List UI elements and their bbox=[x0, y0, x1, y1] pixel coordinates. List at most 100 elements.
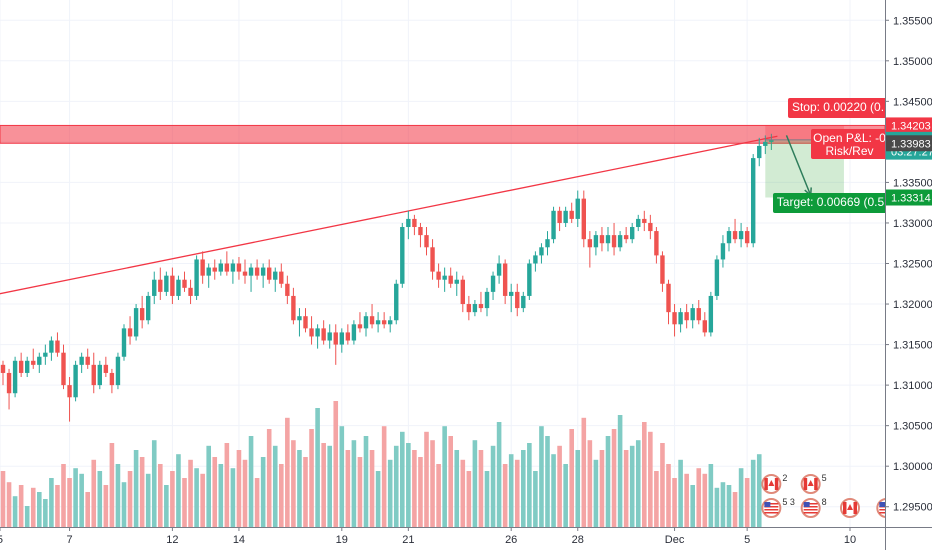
candle-body bbox=[49, 340, 54, 353]
target-label: Target: 0.00669 (0.5 bbox=[773, 193, 888, 213]
volume-bar bbox=[327, 445, 332, 527]
volume-bar bbox=[43, 499, 48, 527]
volume-bar bbox=[527, 443, 532, 527]
volume-bar bbox=[85, 492, 90, 527]
volume-bar bbox=[442, 426, 447, 527]
candle-body bbox=[430, 247, 435, 272]
candle-body bbox=[260, 267, 266, 276]
volume-bar bbox=[30, 487, 36, 527]
us-flag-canton bbox=[879, 502, 886, 507]
candle-body bbox=[744, 231, 750, 244]
candle-body bbox=[182, 279, 187, 288]
candle-body bbox=[442, 275, 447, 280]
volume-bar bbox=[490, 445, 496, 527]
candle-body bbox=[85, 356, 90, 365]
volume-bar bbox=[611, 429, 617, 527]
us-flag-stripe bbox=[764, 503, 779, 505]
candle-body bbox=[732, 231, 738, 240]
candle-body bbox=[726, 231, 732, 244]
candle-body bbox=[345, 332, 351, 341]
canada-flag-stripe bbox=[814, 478, 818, 490]
candle-body bbox=[291, 295, 296, 321]
volume-bar bbox=[436, 464, 441, 527]
candle-body bbox=[551, 210, 556, 240]
candle-body bbox=[521, 295, 526, 309]
candle-body bbox=[43, 352, 48, 357]
candle-body bbox=[666, 283, 671, 313]
economic-event-count: 8 bbox=[822, 497, 827, 507]
volume-bar bbox=[678, 459, 683, 527]
volume-bar bbox=[236, 450, 242, 527]
zone-layer bbox=[0, 124, 886, 144]
volume-bar bbox=[418, 457, 423, 527]
volume-bar bbox=[702, 473, 708, 527]
volume-bar bbox=[97, 471, 103, 527]
time-tick-label: 28 bbox=[572, 534, 584, 546]
candle-body bbox=[212, 267, 217, 272]
volume-bar bbox=[400, 431, 405, 527]
volume-bar bbox=[381, 426, 387, 527]
candle-body bbox=[218, 263, 223, 272]
canada-flag-stripe bbox=[764, 478, 768, 490]
candle-body bbox=[436, 271, 441, 280]
volume-bar bbox=[254, 478, 260, 527]
candle-body bbox=[545, 239, 550, 248]
volume-bar bbox=[345, 450, 351, 527]
candle-body bbox=[605, 235, 611, 244]
canada-flag-stripe bbox=[843, 502, 847, 514]
candle-body bbox=[79, 356, 84, 365]
volume-bar bbox=[285, 417, 290, 527]
us-flag-stripe bbox=[764, 512, 779, 514]
volume-bar bbox=[508, 454, 514, 527]
volume-bar bbox=[593, 459, 599, 527]
canada-flag-stripe bbox=[853, 502, 857, 514]
volume-bar bbox=[127, 471, 133, 527]
time-tick-label: 26 bbox=[505, 534, 517, 546]
candle-body bbox=[146, 295, 151, 321]
volume-bar bbox=[660, 443, 665, 527]
volume-bar bbox=[121, 482, 127, 527]
volume-bar bbox=[224, 443, 230, 527]
volume-bar bbox=[605, 436, 611, 527]
time-tick-label: 5 bbox=[0, 534, 3, 546]
candle-body bbox=[170, 275, 175, 296]
stop-label-bg bbox=[788, 98, 888, 118]
volume-bar bbox=[412, 450, 417, 527]
volume-bar bbox=[279, 464, 284, 527]
pnl-label-bg bbox=[811, 129, 888, 159]
candle-body bbox=[472, 304, 478, 313]
candle-body bbox=[363, 316, 369, 329]
volume-bar bbox=[291, 440, 296, 527]
position-layer: Stop: 0.00220 (0. Target: 0.00669 (0.5 Ope… bbox=[765, 98, 888, 213]
volume-bar bbox=[145, 473, 151, 527]
volume-bar bbox=[496, 422, 502, 527]
candle-body bbox=[611, 235, 617, 248]
candle-body bbox=[0, 364, 6, 373]
candle-body bbox=[248, 267, 254, 276]
candle-body bbox=[315, 328, 320, 337]
volume-bar bbox=[218, 464, 224, 527]
time-tick-label: 14 bbox=[233, 534, 245, 546]
price-badge: 1.33314 bbox=[886, 189, 932, 206]
volume-bar bbox=[696, 468, 702, 527]
candle-body bbox=[200, 259, 205, 276]
candle-body bbox=[351, 324, 357, 341]
candle-body bbox=[738, 231, 744, 240]
candle-body bbox=[660, 255, 665, 284]
price-badge-bg bbox=[886, 189, 932, 206]
volume-bar bbox=[230, 468, 236, 527]
volume-bar bbox=[484, 471, 490, 527]
candle-body bbox=[769, 140, 774, 142]
price-badge-text: 1.33314 bbox=[891, 193, 931, 205]
candle-body bbox=[242, 271, 248, 276]
candle-body bbox=[285, 283, 290, 296]
candle-body bbox=[587, 239, 593, 248]
us-flag-icon bbox=[761, 498, 782, 518]
volume-bar bbox=[629, 445, 635, 527]
candle-body bbox=[133, 308, 139, 337]
candle-body bbox=[496, 263, 502, 276]
candle-body bbox=[478, 304, 484, 309]
candle-body bbox=[515, 291, 520, 309]
economic-event: 5 bbox=[800, 473, 827, 494]
